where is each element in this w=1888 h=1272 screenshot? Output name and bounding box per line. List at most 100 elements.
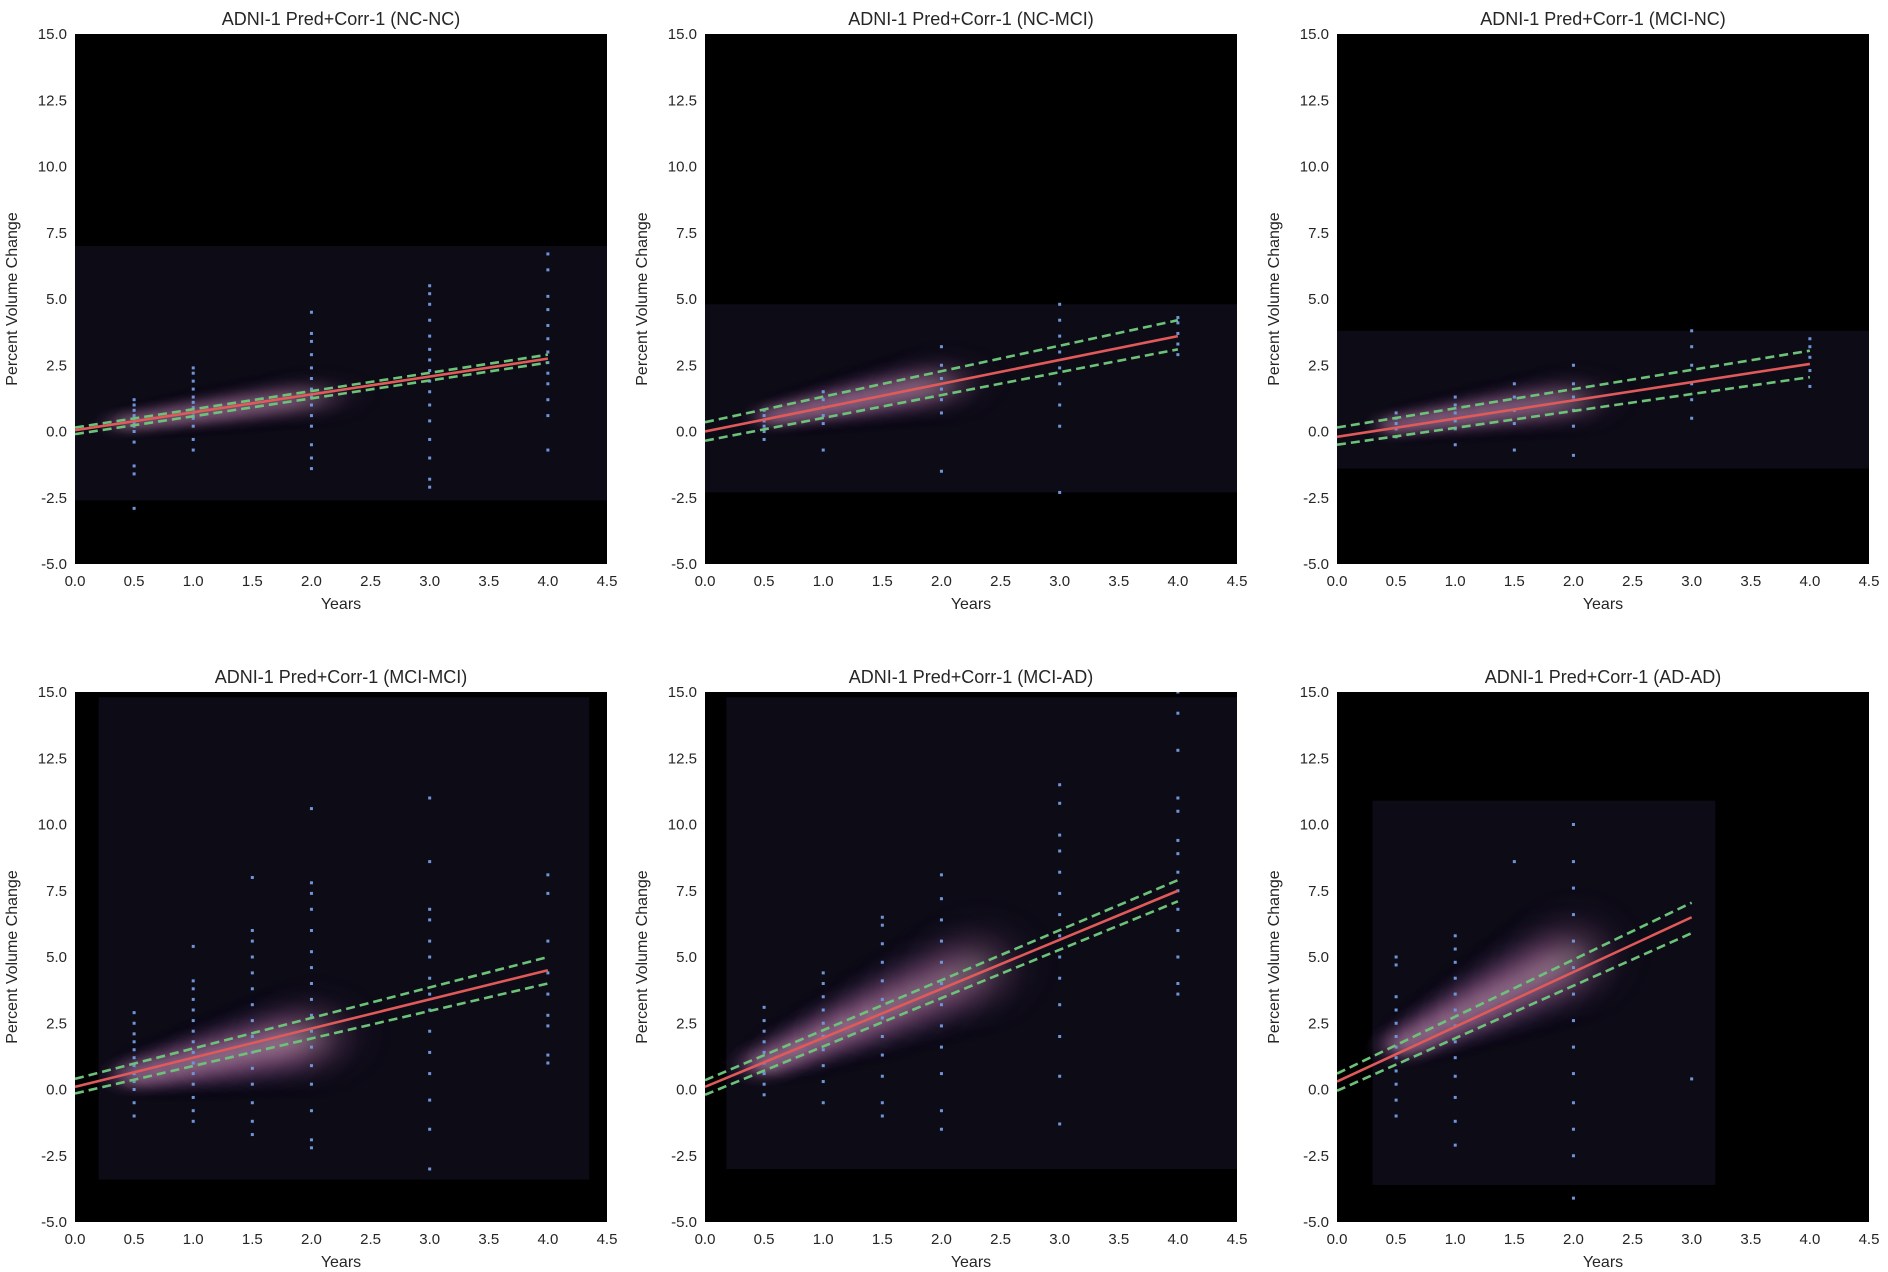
y-tick-label: -2.5 bbox=[671, 490, 697, 507]
data-point bbox=[309, 891, 313, 895]
x-tick-label: 3.5 bbox=[1108, 573, 1129, 590]
x-tick-label: 2.5 bbox=[360, 573, 381, 590]
data-point bbox=[939, 411, 943, 415]
data-point bbox=[1690, 416, 1694, 420]
y-tick-label: 7.5 bbox=[676, 883, 697, 900]
data-point bbox=[428, 477, 432, 481]
data-point bbox=[428, 1167, 432, 1171]
x-tick-label: 1.5 bbox=[1504, 573, 1525, 590]
data-point bbox=[309, 982, 313, 985]
x-tick-label: 1.0 bbox=[813, 573, 834, 590]
data-point bbox=[132, 403, 136, 407]
data-point bbox=[1571, 453, 1575, 457]
y-tick-label: 2.5 bbox=[1308, 357, 1329, 374]
x-axis-label: Years bbox=[321, 1254, 361, 1271]
data-point bbox=[132, 472, 136, 476]
fit-line bbox=[705, 334, 1179, 433]
data-point bbox=[1394, 1035, 1398, 1038]
data-point bbox=[821, 414, 825, 418]
y-tick-label: 0.0 bbox=[676, 424, 697, 441]
data-point bbox=[1176, 711, 1180, 715]
fit-line bbox=[75, 357, 549, 432]
data-point bbox=[880, 1114, 884, 1118]
y-axis-label: Percent Volume Change bbox=[634, 212, 651, 386]
y-tick-label: 5.0 bbox=[46, 291, 67, 308]
data-point bbox=[428, 918, 432, 922]
fit-line bbox=[1337, 362, 1811, 439]
data-point bbox=[1571, 382, 1575, 386]
data-point bbox=[1808, 345, 1812, 349]
data-point bbox=[762, 1072, 766, 1076]
x-tick-label: 1.0 bbox=[1445, 573, 1466, 590]
x-tick-label: 1.5 bbox=[242, 1231, 263, 1248]
data-point bbox=[1058, 891, 1062, 895]
data-point bbox=[428, 992, 432, 996]
data-point bbox=[132, 1056, 136, 1060]
data-point bbox=[762, 430, 766, 433]
x-tick-label: 2.5 bbox=[990, 1231, 1011, 1248]
data-point bbox=[428, 485, 432, 489]
subplot-1: 0.0 0.5 1.0 1.5 2.0 2.5 3.0 3.5 4.0 4.5 -5.0 -2.5 0.… bbox=[4, 9, 617, 613]
data-point bbox=[428, 1072, 432, 1076]
y-tick-label: -5.0 bbox=[41, 1214, 67, 1231]
chart-title: ADNI-1 Pred+Corr-1 (NC-NC) bbox=[222, 9, 461, 29]
data-point bbox=[191, 979, 195, 983]
subplot-2: 0.0 0.5 1.0 1.5 2.0 2.5 3.0 3.5 4.0 4.5 -5.0 -2.5 0.… bbox=[634, 9, 1247, 613]
data-point bbox=[191, 1119, 195, 1123]
x-tick-label: 3.5 bbox=[1740, 573, 1761, 590]
data-point bbox=[546, 252, 550, 256]
x-axis-label: Years bbox=[1583, 596, 1623, 613]
data-point bbox=[191, 1109, 195, 1113]
x-tick-label: 0.5 bbox=[754, 1231, 775, 1248]
data-point bbox=[132, 1101, 136, 1105]
data-point bbox=[821, 1021, 825, 1025]
data-point bbox=[191, 1050, 195, 1054]
data-point bbox=[191, 997, 195, 1001]
data-point bbox=[546, 414, 550, 418]
x-axis-label: Years bbox=[321, 596, 361, 613]
data-point bbox=[428, 403, 432, 407]
data-point bbox=[1453, 403, 1457, 407]
data-point bbox=[309, 1138, 313, 1142]
data-point bbox=[1571, 395, 1575, 399]
x-tick-label: 4.5 bbox=[1227, 1231, 1248, 1248]
data-point bbox=[250, 939, 254, 943]
data-point bbox=[939, 873, 943, 877]
data-point bbox=[250, 1035, 254, 1038]
data-point bbox=[546, 294, 550, 298]
data-point bbox=[1453, 1056, 1457, 1060]
data-point bbox=[821, 1008, 825, 1012]
data-point bbox=[1394, 955, 1398, 959]
data-point bbox=[1394, 1082, 1398, 1086]
data-point bbox=[132, 414, 136, 418]
data-point bbox=[1512, 382, 1516, 386]
ci-lower-line bbox=[705, 900, 1179, 1097]
data-point bbox=[1453, 1119, 1457, 1123]
y-tick-label: 15.0 bbox=[668, 26, 697, 43]
data-point bbox=[546, 371, 550, 375]
x-tick-label: 4.5 bbox=[597, 573, 618, 590]
data-point bbox=[1176, 321, 1180, 325]
data-point bbox=[1058, 934, 1062, 938]
data-point bbox=[762, 1005, 766, 1009]
data-point bbox=[939, 1045, 943, 1049]
data-point bbox=[762, 437, 766, 441]
data-point bbox=[1176, 316, 1180, 320]
data-point bbox=[821, 1064, 825, 1068]
data-point bbox=[309, 1064, 313, 1068]
data-point bbox=[939, 469, 943, 473]
y-tick-label: -2.5 bbox=[1303, 1148, 1329, 1165]
data-point bbox=[309, 331, 313, 335]
data-point bbox=[309, 881, 313, 885]
x-tick-label: 1.0 bbox=[183, 1231, 204, 1248]
y-tick-label: 10.0 bbox=[38, 159, 67, 176]
x-tick-label: 4.0 bbox=[537, 1231, 558, 1248]
y-tick-label: 15.0 bbox=[1300, 684, 1329, 701]
data-point bbox=[428, 939, 432, 943]
plot-area bbox=[1337, 34, 1869, 564]
data-point bbox=[1571, 860, 1575, 864]
x-tick-label: 0.5 bbox=[124, 573, 145, 590]
fit-line bbox=[75, 968, 549, 1089]
data-point bbox=[309, 403, 313, 407]
x-tick-label: 3.0 bbox=[1049, 573, 1070, 590]
